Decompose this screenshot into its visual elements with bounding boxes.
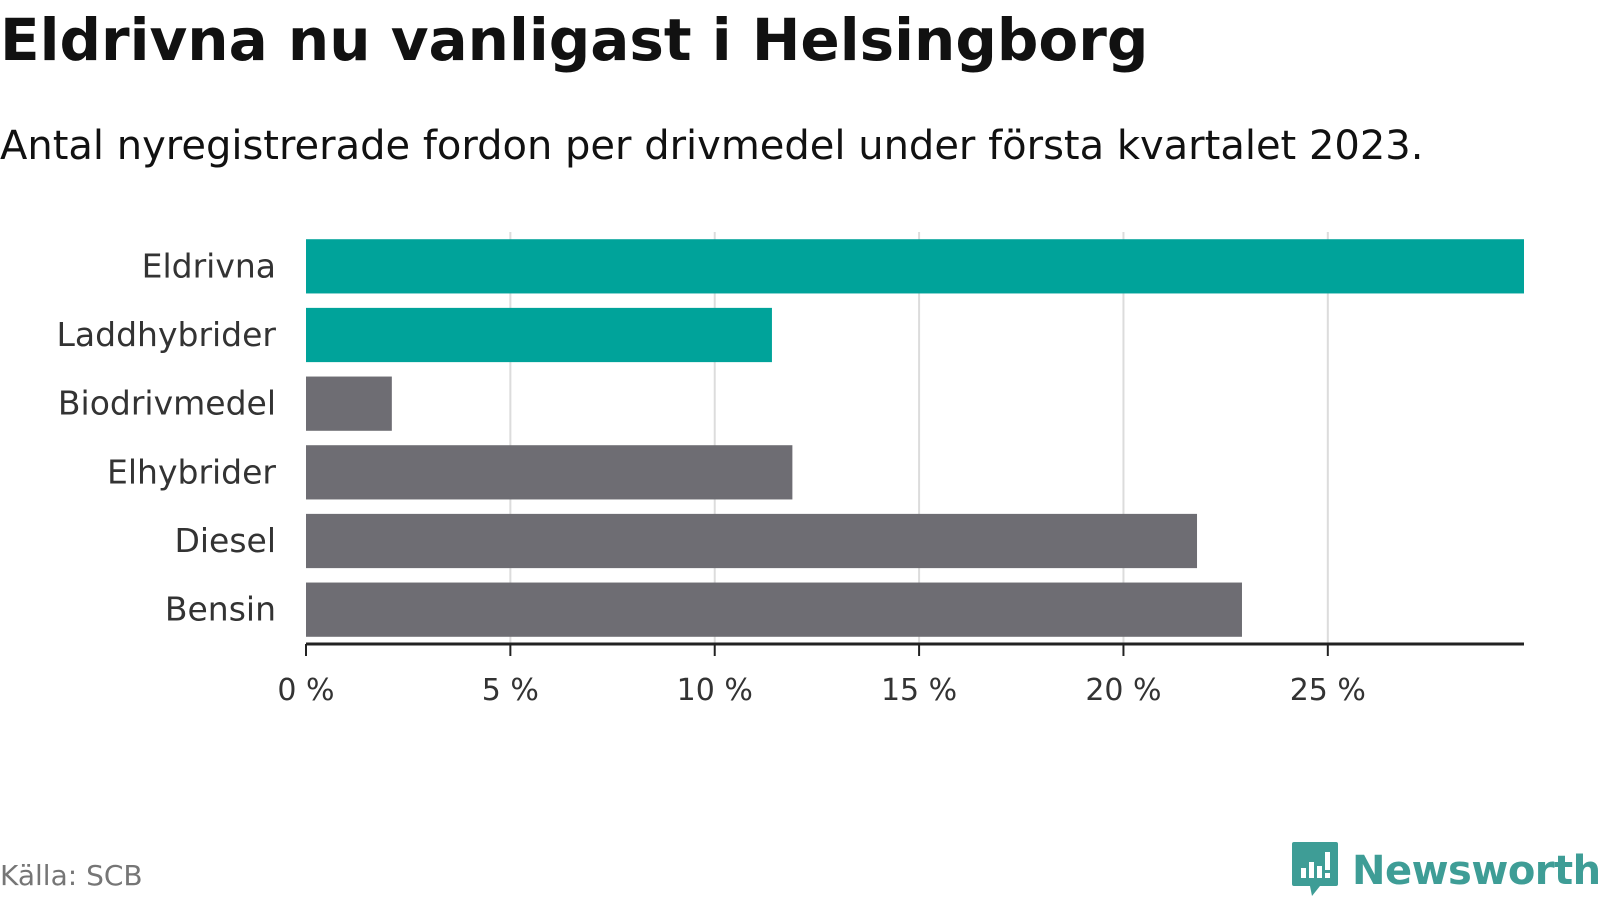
chart-subtitle: Antal nyregistrerade fordon per drivmede…	[0, 123, 1424, 169]
source-note: Källa: SCB	[0, 859, 143, 892]
bar-biodrivmedel	[306, 376, 392, 431]
x-axis: 0 % 5 % 10 % 15 % 20 % 25 %	[277, 642, 1524, 708]
bar-laddhybrider	[306, 307, 772, 363]
brand-name: Newsworthy	[1352, 848, 1600, 894]
x-tick-label: 25 %	[1290, 673, 1366, 708]
grid-lines	[509, 232, 1329, 644]
category-label: Elhybrider	[107, 452, 276, 491]
x-tick-label: 20 %	[1085, 673, 1161, 708]
category-label: Biodrivmedel	[58, 384, 276, 423]
chart-title: Eldrivna nu vanligast i Helsingborg	[0, 6, 1149, 74]
bar-bensin	[306, 582, 1242, 637]
category-labels: Eldrivna Laddhybrider Biodrivmedel Elhybrid…	[57, 246, 277, 628]
x-tick-label: 15 %	[881, 673, 957, 708]
bar-elhybrider	[306, 445, 793, 500]
newsworthy-logo-icon	[1290, 840, 1340, 902]
bar-eldrivna	[306, 239, 1524, 294]
x-tick-label: 5 %	[482, 673, 539, 708]
category-label: Laddhybrider	[57, 315, 277, 354]
brand-logo[interactable]: Newsworthy	[1290, 840, 1600, 902]
x-tick-label: 0 %	[277, 673, 334, 708]
category-label: Bensin	[165, 590, 276, 629]
bars	[306, 239, 1524, 637]
x-tick-label: 10 %	[677, 673, 753, 708]
category-label: Diesel	[174, 521, 276, 560]
bar-diesel	[306, 513, 1198, 569]
category-label: Eldrivna	[142, 246, 276, 285]
